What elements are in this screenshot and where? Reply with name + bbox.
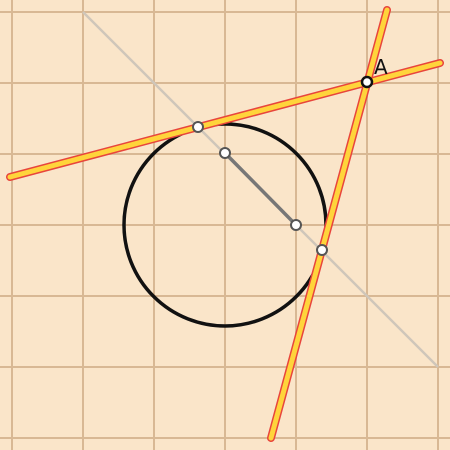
tangent-point[interactable] <box>316 244 328 256</box>
segment-endpoint[interactable] <box>290 219 302 231</box>
segment-endpoint[interactable] <box>219 147 231 159</box>
tangent-point[interactable] <box>192 121 204 133</box>
radius-segment[interactable] <box>223 151 298 227</box>
point-a[interactable] <box>360 75 374 89</box>
point-a-label: A <box>374 55 388 79</box>
